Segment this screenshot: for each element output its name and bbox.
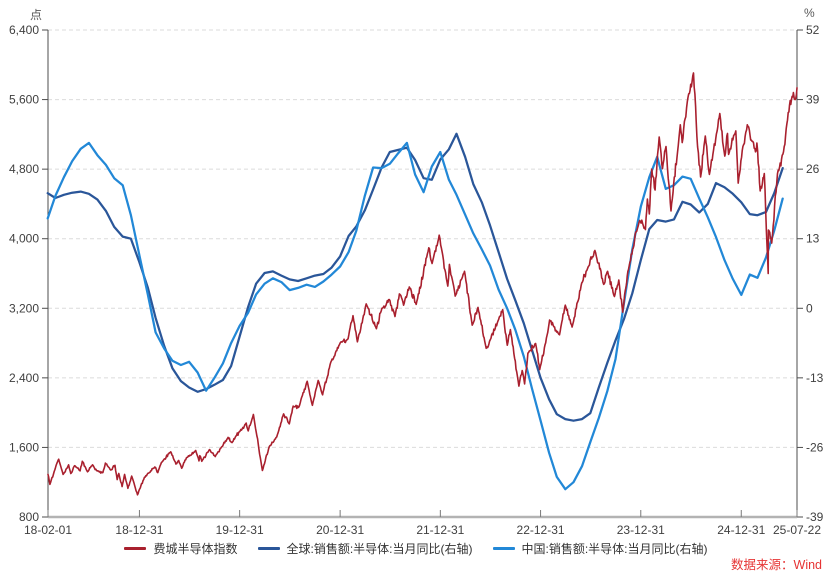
chart-legend: 费城半导体指数 全球:销售额:半导体:当月同比(右轴) 中国:销售额:半导体:当… xyxy=(0,540,832,557)
svg-text:21-12-31: 21-12-31 xyxy=(416,523,464,537)
svg-text:4,000: 4,000 xyxy=(9,232,39,246)
svg-text:-13: -13 xyxy=(806,371,824,385)
red-line-swatch-icon xyxy=(124,547,147,550)
svg-text:1,600: 1,600 xyxy=(9,440,39,454)
svg-text:-26: -26 xyxy=(806,440,824,454)
svg-text:3,200: 3,200 xyxy=(9,301,39,315)
svg-text:13: 13 xyxy=(806,232,820,246)
svg-text:6,400: 6,400 xyxy=(9,23,39,37)
legend-label: 全球:销售额:半导体:当月同比(右轴) xyxy=(286,542,473,556)
svg-text:18-02-01: 18-02-01 xyxy=(24,523,72,537)
right-axis-unit-label: % xyxy=(804,6,815,20)
legend-label: 中国:销售额:半导体:当月同比(右轴) xyxy=(521,542,708,556)
legend-item-china-sales-yoy: 中国:销售额:半导体:当月同比(右轴) xyxy=(492,540,708,557)
legend-item-sox-index: 费城半导体指数 xyxy=(124,540,238,557)
svg-text:23-12-31: 23-12-31 xyxy=(617,523,665,537)
left-axis-unit-label: 点 xyxy=(30,8,43,22)
svg-text:19-12-31: 19-12-31 xyxy=(216,523,264,537)
legend-item-global-sales-yoy: 全球:销售额:半导体:当月同比(右轴) xyxy=(257,540,473,557)
legend-label: 费城半导体指数 xyxy=(153,542,238,556)
svg-text:5,600: 5,600 xyxy=(9,93,39,107)
svg-text:26: 26 xyxy=(806,162,820,176)
svg-text:4,800: 4,800 xyxy=(9,162,39,176)
dark-blue-line-swatch-icon xyxy=(257,547,280,550)
light-blue-line-swatch-icon xyxy=(492,547,515,550)
svg-text:20-12-31: 20-12-31 xyxy=(316,523,364,537)
svg-text:-39: -39 xyxy=(806,510,824,524)
svg-text:22-12-31: 22-12-31 xyxy=(517,523,565,537)
svg-text:2,400: 2,400 xyxy=(9,371,39,385)
svg-text:18-12-31: 18-12-31 xyxy=(115,523,163,537)
svg-text:800: 800 xyxy=(19,510,39,524)
svg-text:39: 39 xyxy=(806,93,820,107)
svg-text:52: 52 xyxy=(806,23,820,37)
data-source-note: 数据来源：Wind xyxy=(731,558,822,572)
svg-text:0: 0 xyxy=(806,301,813,315)
svg-text:25-07-22: 25-07-22 xyxy=(773,523,821,537)
svg-text:24-12-31: 24-12-31 xyxy=(717,523,765,537)
